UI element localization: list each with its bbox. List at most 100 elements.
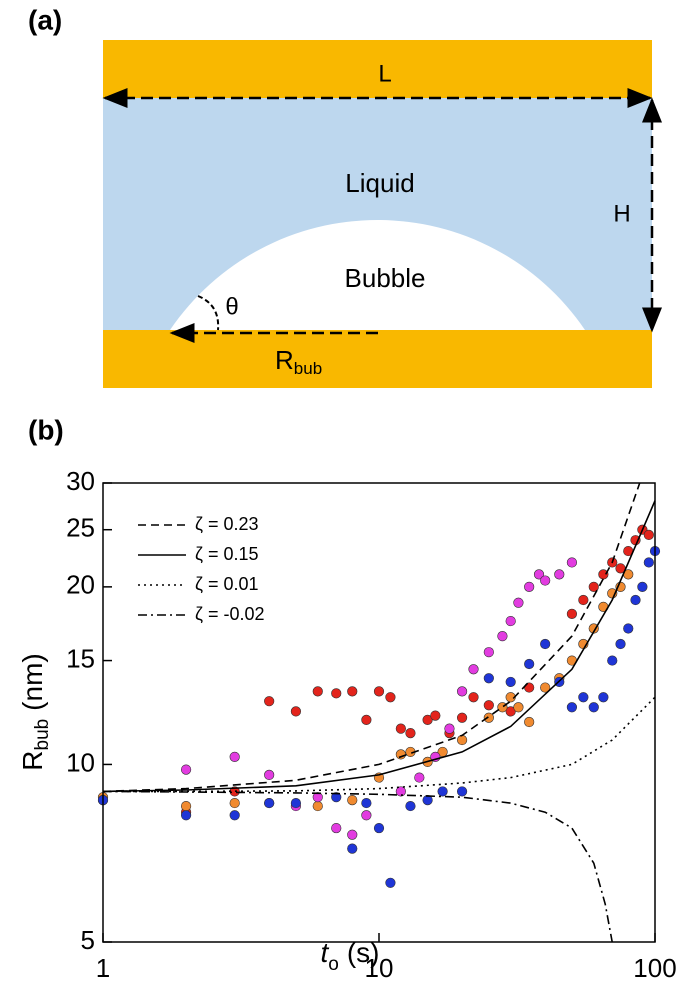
data-point (430, 710, 441, 721)
data-point (361, 810, 372, 821)
data-point (331, 688, 342, 699)
model-curve (102, 482, 641, 793)
legend-label: ζ = 0.23 (195, 514, 258, 534)
data-point (607, 655, 618, 666)
data-point (578, 692, 589, 703)
legend-label: ζ = 0.15 (195, 544, 258, 564)
data-point (331, 822, 342, 834)
bubble-label: Bubble (345, 263, 426, 293)
data-point (385, 692, 396, 703)
data-point (264, 769, 275, 780)
legend-label: ζ = 0.01 (195, 574, 258, 594)
data-point (395, 723, 406, 734)
data-point (422, 714, 433, 725)
data-point (524, 658, 535, 670)
data-point (361, 714, 372, 725)
bubble-shape (170, 219, 585, 330)
data-point (290, 706, 302, 717)
data-point (643, 529, 654, 540)
data-point (468, 664, 479, 675)
data-point (540, 638, 551, 650)
data-point (229, 797, 240, 809)
data-point (588, 702, 599, 713)
length-label: L (378, 60, 391, 87)
data-point (264, 696, 275, 707)
data-point (513, 702, 524, 713)
x-axis-label: to (s) (320, 937, 379, 975)
data-point (578, 594, 589, 606)
x-tick-label: 10 (365, 953, 394, 981)
liquid-label: Liquid (345, 168, 414, 198)
data-point (331, 792, 342, 803)
y-tick-label: 5 (81, 925, 95, 955)
y-tick-label: 15 (66, 643, 95, 673)
panel-label: (a) (28, 4, 62, 35)
angle-arc (197, 295, 220, 331)
data-point (540, 682, 551, 693)
data-point (373, 686, 385, 697)
data-point (395, 749, 406, 760)
data-point (505, 615, 516, 627)
data-point (468, 692, 479, 703)
data-point (347, 686, 358, 697)
data-point (456, 686, 468, 697)
data-point (588, 581, 599, 592)
panel-label: (b) (28, 414, 64, 445)
height-label: H (613, 200, 630, 227)
x-tick-label: 1 (96, 953, 110, 981)
data-point (533, 569, 545, 580)
data-point (524, 716, 535, 728)
data-point (290, 797, 302, 809)
data-point (566, 557, 578, 568)
legend-label: ζ = -0.02 (195, 604, 264, 624)
data-point (554, 569, 565, 580)
radius-label: Rbub (275, 345, 322, 379)
data-point (180, 800, 192, 812)
data-point (437, 786, 448, 797)
data-point (264, 797, 275, 809)
data-point (373, 822, 385, 834)
data-point (456, 786, 468, 797)
data-point (229, 810, 240, 821)
data-point (312, 800, 323, 812)
data-point (395, 786, 406, 797)
y-tick-label: 25 (66, 513, 95, 543)
angle-label: θ (225, 293, 238, 320)
data-point (505, 676, 516, 688)
y-tick-label: 20 (66, 570, 95, 600)
data-point (361, 797, 372, 809)
data-point (524, 581, 535, 592)
data-point (229, 751, 240, 762)
data-point (513, 597, 524, 608)
data-point (456, 712, 468, 723)
plot-frame (102, 482, 656, 943)
y-tick-label: 10 (66, 747, 95, 777)
data-point (540, 575, 551, 586)
data-point (405, 728, 416, 739)
data-point (180, 764, 192, 775)
data-point (483, 712, 494, 723)
data-point (483, 700, 494, 711)
data-point (385, 877, 396, 888)
model-curve (102, 790, 613, 943)
data-point (444, 723, 455, 734)
data-point (483, 673, 494, 684)
data-point (347, 829, 358, 840)
data-point (598, 692, 609, 703)
data-point (566, 608, 578, 619)
plot: 1 10 100 5 10 15 20 25 30 ζ = 0.23 ζ = 0.15 ζ = 0.0… (66, 466, 677, 981)
bottom-wall (103, 330, 652, 388)
data-point (615, 638, 626, 650)
data-point (483, 647, 494, 658)
data-point (180, 810, 192, 821)
data-point (347, 795, 358, 806)
data-point (414, 772, 425, 783)
data-point (566, 702, 578, 713)
data-point (405, 800, 416, 812)
data-point (312, 686, 323, 697)
data-point (456, 734, 468, 746)
data-point (623, 623, 634, 634)
data-point (347, 843, 358, 854)
data-point (312, 792, 323, 803)
